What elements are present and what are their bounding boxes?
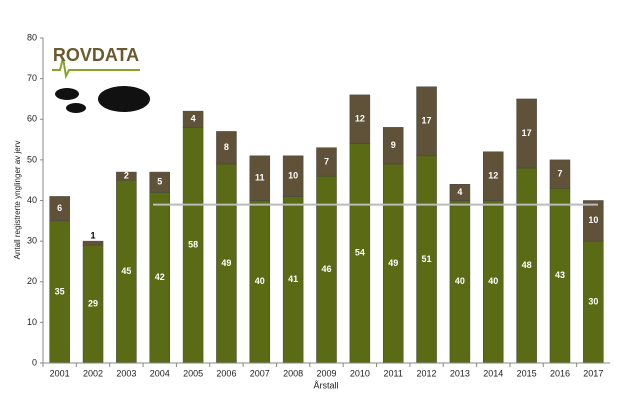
data-label: 2 [124,171,129,181]
y-tick-label: 10 [27,317,37,327]
x-tick-label: 2017 [583,368,603,378]
bar-segment [483,151,504,201]
x-tick-label: 2004 [150,368,170,378]
data-label: 35 [55,286,65,296]
bar-segment [382,127,404,165]
logo-text: ROVDATA [53,45,139,65]
data-label: 1 [91,231,96,241]
data-label: 40 [255,276,265,286]
x-tick-label: 2016 [550,368,570,378]
data-label: 49 [388,258,398,268]
data-label: 51 [422,254,432,264]
x-tick-label: 2013 [450,368,470,378]
y-tick-label: 40 [27,195,37,205]
data-label: 45 [121,266,131,276]
data-label: 58 [188,240,198,250]
logo-line [52,57,140,80]
y-axis-label: Antall registrerte ynglinger av jerv [13,141,22,260]
data-label: 30 [588,296,598,306]
bar-segment [282,155,304,197]
x-tick-label: 2014 [483,368,503,378]
logo: ROVDATA [52,45,150,113]
data-label: 12 [355,114,365,124]
bar-segment [182,110,204,128]
animal-icon [66,103,86,113]
data-label: 12 [488,171,498,181]
data-label: 8 [224,142,229,152]
bar-segment [82,240,104,246]
data-label: 11 [255,173,265,183]
bar-segment [116,171,137,181]
data-label: 46 [321,264,331,274]
y-tick-label: 30 [27,236,37,246]
bar-segment [249,155,271,201]
bar-segment [216,131,237,165]
y-tick-label: 80 [27,32,37,42]
y-tick-label: 70 [27,73,37,83]
data-label: 6 [57,203,62,213]
y-tick-label: 50 [27,154,37,164]
bar-segment [316,147,337,177]
x-axis-label: Årstall [313,380,338,390]
data-label: 17 [522,128,532,138]
data-label: 5 [157,177,162,187]
data-label: 40 [488,276,498,286]
x-tick-label: 2003 [116,368,136,378]
data-label: 4 [191,114,196,124]
data-label: 41 [288,274,298,284]
bar-segment [449,184,471,201]
data-label: 7 [557,168,562,178]
x-tick-label: 2006 [216,368,236,378]
y-tick-label: 60 [27,114,37,124]
bar-segment [149,171,170,193]
animal-icon [55,88,79,100]
x-tick-label: 2002 [83,368,103,378]
data-label: 9 [391,140,396,150]
y-tick-label: 0 [32,357,37,367]
x-tick-label: 2015 [517,368,537,378]
animal-icon [98,86,150,112]
bar-segment [349,94,371,144]
data-label: 40 [455,276,465,286]
x-tick-label: 2008 [283,368,303,378]
x-tick-label: 2010 [350,368,370,378]
bar-segment [416,86,437,157]
data-label: 4 [457,187,462,197]
x-tick-label: 2005 [183,368,203,378]
x-tick-label: 2007 [250,368,270,378]
bar-segment [583,200,604,242]
data-label: 17 [422,116,432,126]
data-label: 43 [555,270,565,280]
data-label: 10 [288,171,298,181]
data-label: 48 [522,260,532,270]
bar-segment [49,196,70,222]
data-label: 42 [155,272,165,282]
x-tick-label: 2011 [384,368,403,378]
bar-segment [516,98,537,169]
data-label: 29 [88,298,98,308]
data-label: 7 [324,156,329,166]
x-tick-label: 2012 [417,368,437,378]
data-label: 10 [588,215,598,225]
y-tick-label: 20 [27,276,37,286]
data-label: 49 [221,258,231,268]
bar-segment [549,159,571,189]
x-tick-label: 2009 [316,368,336,378]
data-label: 54 [355,248,365,258]
x-tick-label: 2001 [50,368,70,378]
